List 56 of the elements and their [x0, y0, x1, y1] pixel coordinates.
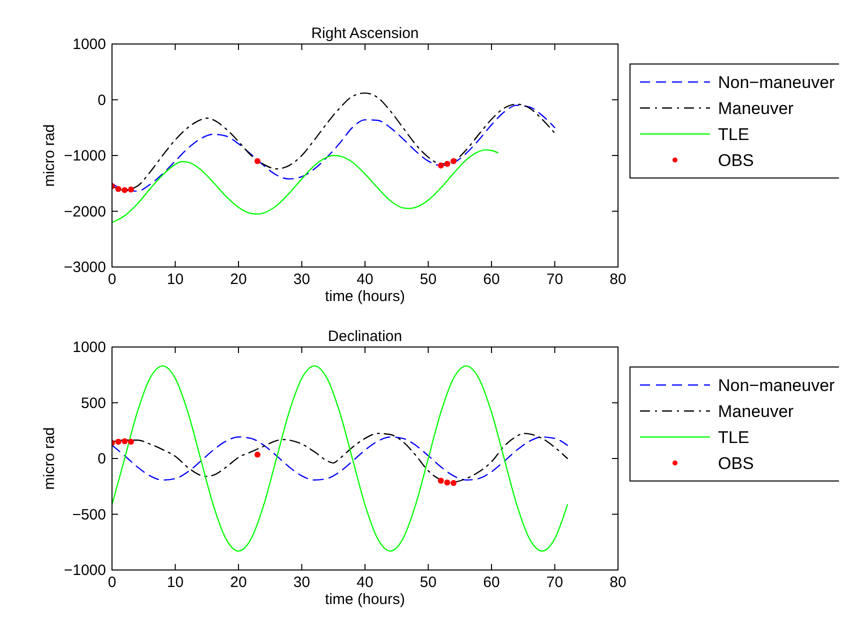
point: [122, 438, 128, 444]
y-tick-label: 0: [98, 450, 106, 468]
x-tick-label: 80: [610, 271, 626, 288]
x-tick-label: 60: [483, 574, 500, 591]
legend-label: Maneuver: [718, 402, 794, 421]
y-tick-label: −1000: [64, 562, 106, 579]
x-tick-label: 40: [356, 271, 374, 288]
chart-title: Declination: [328, 328, 402, 345]
point: [444, 479, 450, 486]
x-tick-label: 10: [166, 271, 184, 288]
y-tick-label: 500: [80, 394, 106, 412]
legend-label: Non−maneuver: [718, 376, 836, 395]
point: [450, 158, 457, 164]
x-tick-label: 20: [230, 574, 247, 591]
y-tick-label: 1000: [72, 339, 106, 356]
point: [122, 187, 128, 194]
y-axis-title: micro rad: [41, 124, 58, 187]
x-tick-label: 20: [230, 271, 247, 288]
x-tick-label: 30: [293, 574, 310, 591]
point: [128, 438, 134, 445]
legend-label: Maneuver: [718, 99, 794, 118]
x-tick-label: 80: [610, 574, 626, 591]
y-tick-label: −1000: [64, 148, 106, 164]
point: [115, 186, 122, 192]
point: [438, 162, 444, 169]
y-axis-title: micro rad: [41, 427, 58, 490]
x-axis-title: time (hours): [324, 288, 406, 305]
x-tick-label: 40: [356, 574, 374, 591]
point: [254, 158, 260, 164]
legend-label: TLE: [718, 125, 750, 144]
y-tick-label: −500: [72, 506, 106, 524]
y-tick-label: −3000: [64, 259, 106, 276]
x-tick-label: 60: [483, 271, 500, 288]
y-tick-label: 1000: [72, 36, 106, 53]
point: [444, 160, 450, 167]
x-tick-label: 70: [546, 574, 564, 591]
x-tick-label: 30: [293, 271, 310, 288]
x-axis-title: time (hours): [324, 591, 406, 608]
y-tick-label: 0: [98, 92, 106, 109]
line-series: [112, 365, 568, 552]
point: [254, 452, 260, 458]
point: [115, 438, 122, 445]
x-tick-label: 50: [420, 574, 437, 591]
legend-label: TLE: [718, 428, 750, 447]
x-tick-label: 50: [420, 271, 437, 288]
x-tick-label: 70: [546, 271, 564, 288]
legend-label: Non−maneuver: [718, 73, 836, 92]
legend-label: OBS: [718, 151, 754, 170]
chart-title: Right Ascension: [311, 25, 419, 42]
line-series: [112, 149, 498, 223]
point: [438, 478, 444, 484]
x-tick-label: 10: [166, 574, 184, 591]
point: [128, 186, 134, 193]
point: [450, 480, 457, 486]
y-tick-label: −2000: [64, 203, 106, 220]
legend-label: OBS: [718, 454, 754, 473]
